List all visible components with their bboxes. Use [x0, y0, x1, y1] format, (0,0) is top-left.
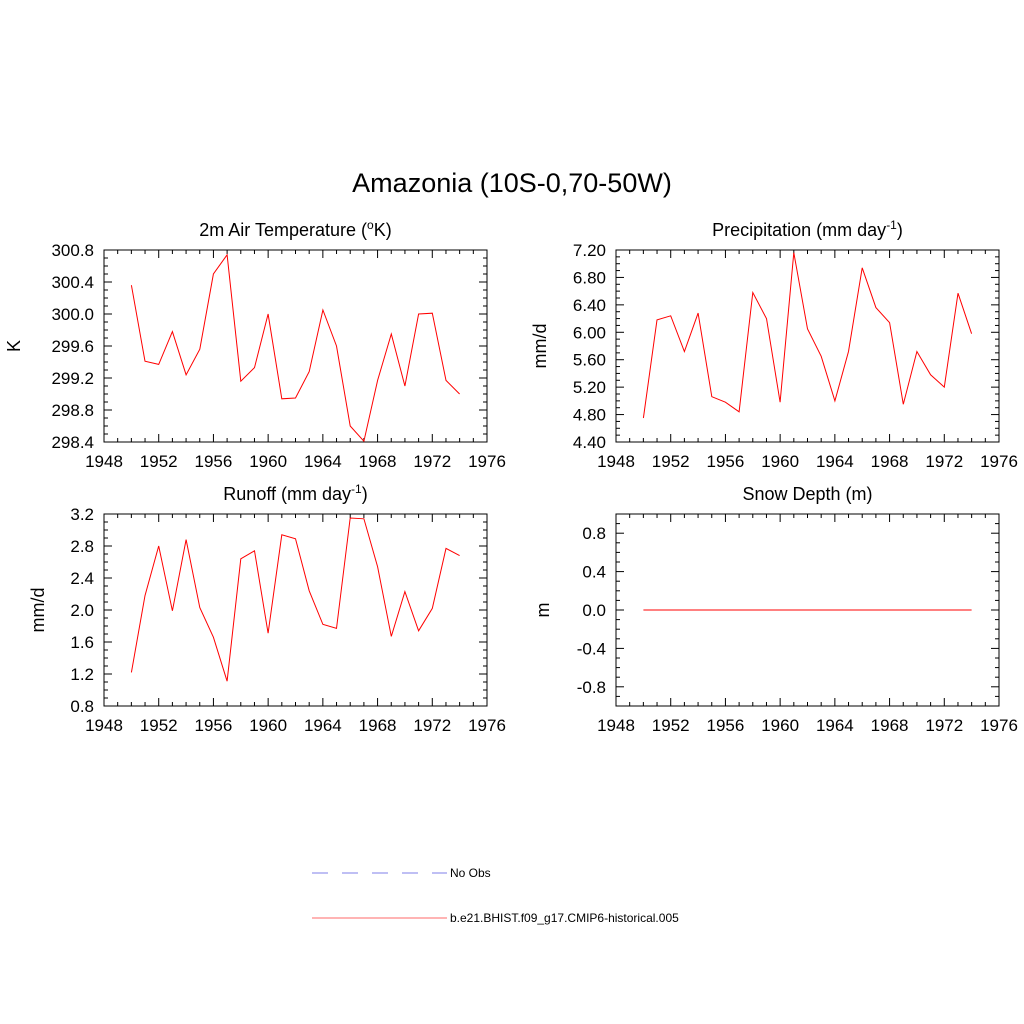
- x-tick-label: 1972: [925, 716, 963, 735]
- x-tick-label: 1972: [925, 452, 963, 471]
- x-tick-label: 1952: [140, 716, 178, 735]
- x-tick-label: 1964: [304, 716, 342, 735]
- x-tick-label: 1964: [304, 452, 342, 471]
- plot-frame: [103, 249, 488, 443]
- y-tick-label: 0.8: [582, 524, 606, 543]
- x-tick-label: 1960: [761, 452, 799, 471]
- y-tick-label: 1.2: [70, 665, 94, 684]
- y-tick-label: 2.4: [70, 569, 94, 588]
- x-tick-label: 1948: [597, 452, 635, 471]
- x-tick-label: 1952: [140, 452, 178, 471]
- figure-title: Amazonia (10S-0,70-50W): [352, 168, 672, 198]
- x-tick-label: 1964: [816, 716, 854, 735]
- y-tick-label: 6.00: [573, 323, 606, 342]
- plot-frame: [103, 513, 488, 707]
- y-tick-label: 0.8: [70, 697, 94, 716]
- y-tick-label: 300.0: [51, 305, 94, 324]
- series-line-precipitation: [642, 252, 973, 419]
- panel-title: Precipitation (mm day-1): [712, 218, 903, 240]
- panel-title: Snow Depth (m): [742, 484, 872, 504]
- y-axis-label: mm/d: [530, 324, 550, 369]
- y-tick-label: 2.8: [70, 537, 94, 556]
- x-tick-label: 1972: [413, 452, 451, 471]
- panel-title: Runoff (mm day-1): [223, 482, 367, 504]
- x-tick-label: 1956: [195, 716, 233, 735]
- legend: No Obs b.e21.BHIST.f09_g17.CMIP6-histori…: [312, 866, 679, 925]
- panel-snow-depth: Snow Depth (m) m 1948 1952 1956 1960 1964 1968 1…: [533, 484, 1018, 735]
- x-tick-label: 1956: [707, 716, 745, 735]
- panel-runoff: Runoff (mm day-1) mm/d 1948 1952 1956 1960 196…: [28, 482, 506, 735]
- legend-label-no-obs: No Obs: [450, 866, 491, 880]
- panel-title: 2m Air Temperature (oK): [199, 218, 391, 240]
- y-tick-label: 300.8: [51, 241, 94, 260]
- y-tick-label: 6.40: [573, 296, 606, 315]
- x-tick-label: 1968: [359, 452, 397, 471]
- y-axis-label: m: [533, 603, 553, 618]
- y-tick-label: -0.8: [577, 678, 606, 697]
- x-tick-label: 1956: [195, 452, 233, 471]
- y-tick-label: 5.20: [573, 378, 606, 397]
- x-tick-label: 1972: [413, 716, 451, 735]
- x-tick-label: 1968: [359, 716, 397, 735]
- x-tick-label: 1976: [980, 452, 1018, 471]
- x-tick-label: 1960: [761, 716, 799, 735]
- y-tick-label: 3.2: [70, 505, 94, 524]
- y-tick-label: 4.40: [573, 433, 606, 452]
- x-tick-label: 1968: [871, 452, 909, 471]
- panel-temperature: 2m Air Temperature (oK) K 1948 1952 1956 1960…: [4, 218, 506, 471]
- series-line-runoff: [130, 517, 460, 682]
- y-tick-label: -0.4: [577, 639, 606, 658]
- x-tick-label: 1948: [85, 452, 123, 471]
- legend-label-model: b.e21.BHIST.f09_g17.CMIP6-historical.005: [450, 911, 679, 925]
- x-tick-label: 1952: [652, 716, 690, 735]
- x-tick-label: 1976: [468, 716, 506, 735]
- y-tick-label: 1.6: [70, 633, 94, 652]
- x-tick-label: 1964: [816, 452, 854, 471]
- y-tick-label: 298.8: [51, 401, 94, 420]
- y-tick-label: 0.4: [582, 563, 606, 582]
- x-tick-label: 1952: [652, 452, 690, 471]
- x-tick-label: 1976: [980, 716, 1018, 735]
- x-tick-label: 1960: [249, 452, 287, 471]
- panel-precipitation: Precipitation (mm day-1) mm/d 1948 1952 1956…: [530, 218, 1018, 471]
- y-axis-label: K: [4, 340, 24, 352]
- plot-frame: [615, 249, 1000, 443]
- x-tick-label: 1976: [468, 452, 506, 471]
- y-tick-label: 299.6: [51, 337, 94, 356]
- series-line-temperature: [130, 253, 460, 443]
- y-tick-label: 6.80: [573, 268, 606, 287]
- y-tick-label: 298.4: [51, 433, 94, 452]
- x-tick-label: 1948: [85, 716, 123, 735]
- y-axis-label: mm/d: [28, 588, 48, 633]
- y-tick-label: 5.60: [573, 351, 606, 370]
- y-tick-label: 4.80: [573, 406, 606, 425]
- x-tick-label: 1948: [597, 716, 635, 735]
- x-tick-label: 1960: [249, 716, 287, 735]
- y-tick-label: 2.0: [70, 601, 94, 620]
- y-tick-label: 7.20: [573, 241, 606, 260]
- y-tick-label: 0.0: [582, 601, 606, 620]
- y-tick-label: 299.2: [51, 369, 94, 388]
- x-tick-label: 1956: [707, 452, 745, 471]
- y-tick-label: 300.4: [51, 273, 94, 292]
- x-tick-label: 1968: [871, 716, 909, 735]
